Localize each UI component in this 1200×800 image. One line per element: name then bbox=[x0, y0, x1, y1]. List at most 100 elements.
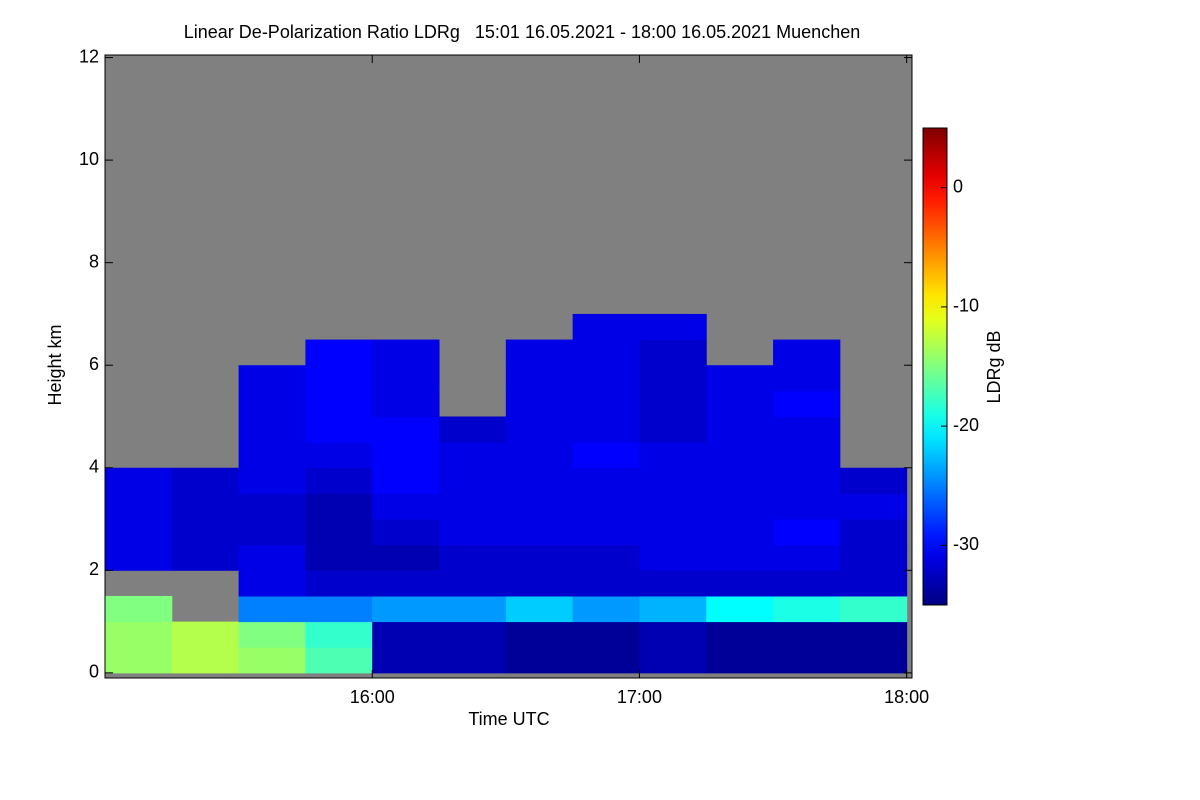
heat-cell bbox=[305, 595, 373, 623]
x-tick-label: 16:00 bbox=[350, 687, 395, 707]
heat-cell bbox=[372, 519, 440, 546]
heat-cell bbox=[773, 442, 841, 469]
heat-cell bbox=[439, 621, 507, 648]
heat-cell bbox=[305, 390, 373, 417]
plot-frame bbox=[104, 54, 913, 679]
heat-cell bbox=[372, 647, 440, 674]
heat-cell bbox=[839, 467, 908, 494]
heat-cell bbox=[572, 519, 640, 546]
heat-cell bbox=[305, 544, 373, 571]
heat-cell bbox=[572, 390, 640, 417]
heat-cell bbox=[305, 467, 373, 494]
heat-cell bbox=[105, 647, 173, 674]
heat-cell bbox=[572, 467, 640, 494]
heat-cell bbox=[773, 416, 841, 443]
colorbar-tick-label: -20 bbox=[953, 415, 979, 435]
heat-cell bbox=[572, 647, 640, 674]
heat-cell bbox=[773, 365, 841, 392]
heat-cell bbox=[706, 467, 774, 494]
heat-cell bbox=[505, 493, 574, 520]
heat-cell bbox=[372, 365, 440, 392]
heat-cell bbox=[572, 621, 640, 648]
heat-cell bbox=[372, 493, 440, 520]
heat-cell bbox=[572, 442, 640, 469]
heat-cell bbox=[572, 570, 640, 597]
heat-cell bbox=[839, 544, 908, 571]
heat-cell bbox=[238, 365, 306, 392]
heat-cell bbox=[439, 595, 507, 623]
heat-cell bbox=[372, 442, 440, 469]
y-tick-label: 0 bbox=[89, 662, 99, 682]
heat-cell bbox=[238, 493, 306, 520]
heat-cell bbox=[572, 339, 640, 366]
heat-cell bbox=[572, 544, 640, 571]
heat-cell bbox=[238, 570, 306, 597]
heat-cell bbox=[372, 621, 440, 648]
heat-cell bbox=[505, 570, 574, 597]
heat-cell bbox=[572, 313, 640, 341]
heat-cell bbox=[639, 339, 707, 366]
heat-cell bbox=[773, 595, 841, 623]
heat-cell bbox=[572, 416, 640, 443]
heat-cell bbox=[839, 595, 908, 623]
heat-cell bbox=[706, 621, 774, 648]
heat-cell bbox=[305, 519, 373, 546]
heat-cell bbox=[171, 544, 240, 571]
heat-cell bbox=[839, 647, 908, 674]
heat-cell bbox=[238, 621, 306, 648]
heat-cell bbox=[439, 544, 507, 571]
heat-cell bbox=[505, 544, 574, 571]
chart-title: Linear De-Polarization Ratio LDRg 15:01 … bbox=[184, 22, 860, 42]
heat-cell bbox=[773, 544, 841, 571]
heat-cell bbox=[105, 493, 173, 520]
heat-cell bbox=[105, 621, 173, 648]
heat-cell bbox=[639, 621, 707, 648]
heat-cell bbox=[439, 416, 507, 443]
heat-cell bbox=[372, 544, 440, 571]
heat-cell bbox=[706, 519, 774, 546]
heat-cell bbox=[505, 339, 574, 366]
x-axis-label: Time UTC bbox=[468, 709, 549, 729]
heat-cell bbox=[572, 493, 640, 520]
heat-cell bbox=[639, 595, 707, 623]
y-tick-label: 8 bbox=[89, 251, 99, 271]
heat-cell bbox=[773, 570, 841, 597]
heat-cell bbox=[773, 467, 841, 494]
heat-cell bbox=[238, 442, 306, 469]
heat-cell bbox=[639, 570, 707, 597]
heat-cell bbox=[572, 365, 640, 392]
heat-cell bbox=[505, 365, 574, 392]
y-tick-label: 10 bbox=[79, 149, 99, 169]
heat-cell bbox=[505, 390, 574, 417]
heat-cell bbox=[639, 442, 707, 469]
heat-cell bbox=[706, 365, 774, 392]
heat-cell bbox=[305, 339, 373, 366]
heat-cell bbox=[639, 493, 707, 520]
heat-cell bbox=[773, 647, 841, 674]
heat-cell bbox=[439, 519, 507, 546]
heat-cell bbox=[171, 467, 240, 494]
heat-cell bbox=[105, 467, 173, 494]
heat-cell bbox=[773, 519, 841, 546]
x-tick-label: 18:00 bbox=[884, 687, 929, 707]
y-tick-label: 4 bbox=[89, 457, 99, 477]
heat-cell bbox=[105, 595, 173, 623]
heat-cell bbox=[706, 647, 774, 674]
heat-cell bbox=[372, 416, 440, 443]
heat-cell bbox=[505, 595, 574, 623]
heat-cell bbox=[171, 493, 240, 520]
x-tick-label: 17:00 bbox=[617, 687, 662, 707]
heat-cell bbox=[773, 621, 841, 648]
heat-cell bbox=[706, 493, 774, 520]
heat-cell bbox=[238, 416, 306, 443]
colorbar-tick-label: -30 bbox=[953, 534, 979, 554]
heat-cell bbox=[773, 493, 841, 520]
heat-cell bbox=[305, 442, 373, 469]
heat-cell bbox=[505, 467, 574, 494]
heat-cell bbox=[839, 621, 908, 648]
heat-cell bbox=[238, 390, 306, 417]
heat-cell bbox=[439, 570, 507, 597]
heat-cell bbox=[171, 519, 240, 546]
heat-cell bbox=[505, 519, 574, 546]
heat-cell bbox=[439, 493, 507, 520]
